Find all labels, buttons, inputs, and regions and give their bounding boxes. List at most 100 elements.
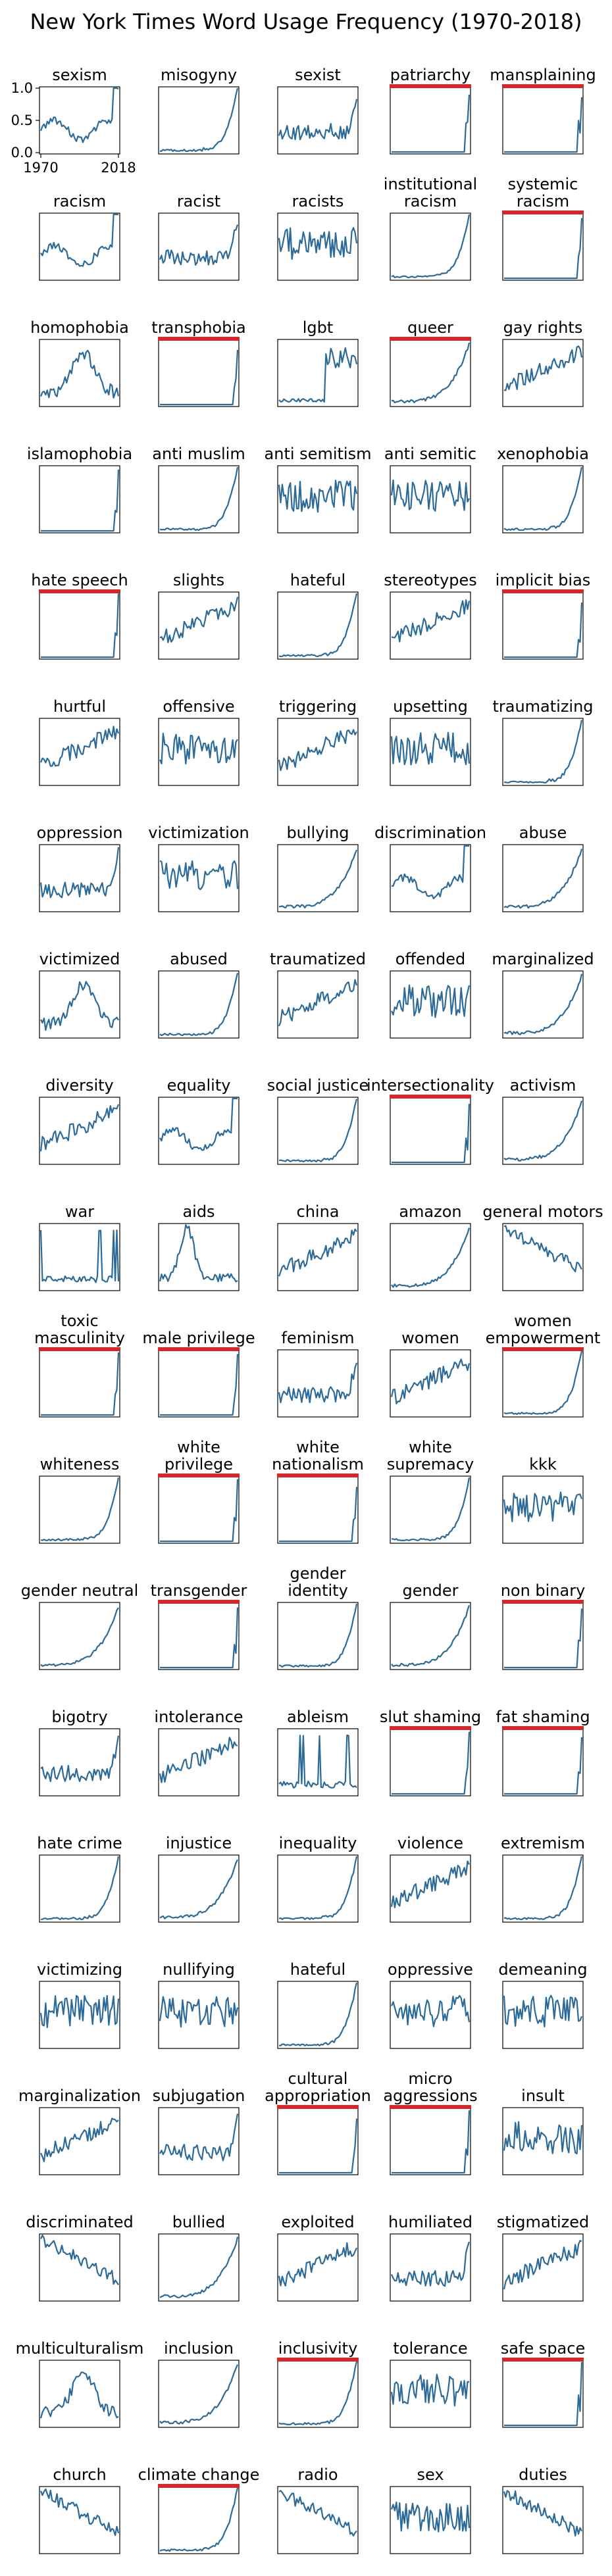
panel: non binary	[501, 1581, 585, 1670]
panel: violence	[390, 1834, 471, 1923]
panel-title: nullifying	[163, 1960, 235, 1979]
panel-title: multiculturalism	[16, 2339, 144, 2358]
panel: feminism	[277, 1329, 359, 1418]
panel: male privilege	[142, 1329, 255, 1418]
y-tick-label: 0.0	[11, 145, 33, 161]
panel-frame	[277, 2486, 359, 2554]
panel-frame	[502, 2107, 584, 2175]
panel: bullied	[158, 2213, 240, 2302]
series-line	[40, 1735, 120, 1783]
panel-title: activism	[510, 1076, 576, 1095]
panel-title: injustice	[166, 1834, 232, 1852]
panel-frame	[277, 1097, 359, 1165]
series-line	[390, 1994, 471, 2027]
panel-frame	[158, 970, 240, 1039]
panel-title: fat shaming	[496, 1708, 590, 1726]
panel-frame	[277, 465, 359, 533]
panel-title: oppressive	[388, 1960, 473, 1979]
panel-frame	[502, 844, 584, 912]
series-line	[390, 1860, 470, 1908]
panel-title: hateful	[290, 1960, 345, 1979]
series-line	[160, 1354, 239, 1416]
panel: abused	[158, 950, 240, 1039]
panel-title: mansplaining	[490, 66, 596, 84]
panel-title: offensive	[163, 697, 234, 716]
series-line	[392, 1103, 471, 1164]
series-line	[278, 227, 358, 260]
x-tick-label: 1970	[23, 160, 58, 176]
series-line	[40, 213, 118, 267]
x-tick-label: 2018	[101, 160, 136, 176]
panel: social justice	[267, 1076, 369, 1165]
panel-title: anti muslim	[152, 445, 245, 463]
series-line	[41, 469, 120, 532]
panel-title: extremism	[501, 1834, 585, 1852]
panel-title: hateful	[290, 571, 345, 589]
panel: inequality	[277, 1834, 359, 1923]
panel: islamophobia	[27, 445, 132, 533]
panel-title: bullying	[286, 824, 349, 842]
panel-frame	[390, 339, 471, 407]
series-line	[504, 1737, 583, 1795]
panel: exploited	[277, 2213, 359, 2302]
series-line	[278, 347, 358, 403]
panel: ableism	[277, 1708, 359, 1796]
series-line	[390, 731, 471, 766]
series-line	[391, 1605, 471, 1668]
panel: oppression	[37, 824, 122, 912]
panel: injustice	[158, 1834, 240, 1923]
highlight-bar	[502, 589, 584, 593]
panel: tolerance	[390, 2339, 471, 2428]
highlight-bar	[390, 337, 471, 341]
panel-frame	[158, 86, 240, 155]
panel-frame	[390, 1602, 471, 1670]
panel-title: war	[65, 1202, 94, 1221]
panel: implicit bias	[496, 571, 591, 660]
panel-frame	[502, 2360, 584, 2428]
series-line	[278, 593, 358, 658]
panel-frame	[158, 1728, 240, 1796]
panel-title: white	[409, 1438, 452, 1456]
panel-frame	[39, 1097, 120, 1165]
series-line	[390, 2501, 471, 2533]
panel-title: racism	[53, 192, 106, 211]
series-line	[159, 597, 239, 643]
panel: bigotry	[39, 1708, 120, 1796]
panel: hate speech	[31, 571, 128, 660]
panel: aids	[158, 1202, 240, 1291]
panel: slut shaming	[380, 1708, 481, 1796]
series-line	[279, 2118, 358, 2174]
panel-frame	[390, 718, 471, 786]
series-line	[159, 732, 238, 765]
panel-title: racists	[292, 192, 344, 211]
panel: kkk	[502, 1455, 584, 1544]
panel-title: offended	[395, 950, 465, 968]
series-line	[504, 603, 583, 658]
panel-frame	[39, 1602, 120, 1670]
panel-frame	[390, 844, 471, 912]
panel-title: patriarchy	[390, 66, 471, 84]
panel: insult	[502, 2087, 584, 2175]
panel: humiliated	[388, 2213, 472, 2302]
panel-frame	[277, 1349, 359, 1418]
panel-title: hurtful	[53, 697, 106, 716]
panel-frame	[390, 1981, 471, 2049]
panel-frame	[39, 2486, 120, 2554]
panel: offended	[390, 950, 471, 1039]
panel-frame	[39, 1223, 120, 1291]
panel: racist	[158, 192, 240, 281]
series-line	[391, 845, 469, 900]
series-line	[504, 1608, 583, 1669]
panel-title: kkk	[529, 1455, 557, 1474]
series-line	[278, 1856, 358, 1920]
panel-title: diversity	[45, 1076, 114, 1095]
series-line	[278, 1603, 358, 1668]
panel-title: church	[53, 2465, 106, 2484]
panel-frame	[158, 1097, 240, 1165]
series-line	[159, 2487, 239, 2552]
series-line	[40, 1477, 120, 1542]
panel-title: masculinity	[34, 1329, 125, 1347]
panel-title: implicit bias	[496, 571, 591, 589]
